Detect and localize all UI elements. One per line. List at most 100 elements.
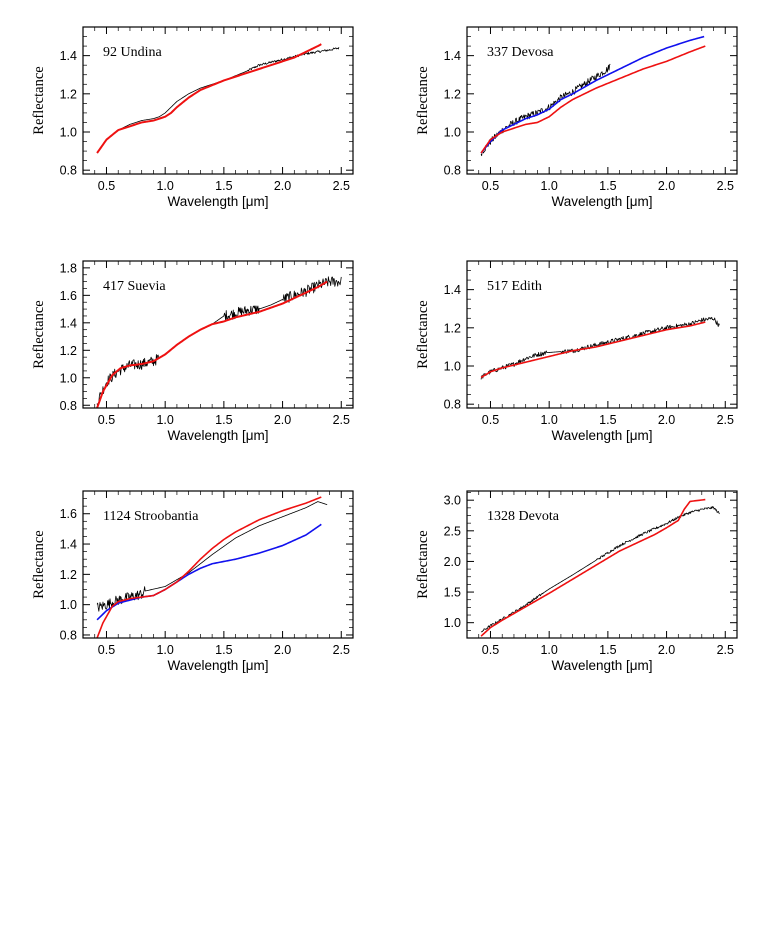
y-tick-label: 2.0 [444,555,461,569]
y-tick-label: 1.2 [444,321,461,335]
x-tick-label: 1.5 [599,179,616,193]
y-tick-label: 0.8 [444,398,461,412]
y-tick-label: 1.0 [444,126,461,140]
y-tick-label: 1.0 [60,371,77,385]
spectrum-line [481,506,720,633]
x-tick-label: 0.5 [482,643,499,657]
asteroid-name-label: 1124 Stroobantia [103,509,199,524]
plot-frame [82,260,354,409]
plot-frame [466,26,738,175]
spectrum-panel: 0.5 1.0 1.5 2.0 2.5 1.0 1.5 2.0 2.5 3.0 Wavelength… [415,490,738,673]
x-axis-label: Wavelength [μm] [167,658,268,673]
plot-frame [466,490,738,639]
x-tick-label: 1.0 [156,179,173,193]
spectrum-line [96,280,328,408]
y-axis-label: Reflectance [31,66,47,134]
y-tick-label: 1.6 [60,507,77,521]
y-tick-label: 2.5 [444,524,461,538]
y-tick-label: 3.0 [444,494,461,508]
y-tick-label: 0.8 [60,399,77,413]
x-axis-label: Wavelength [μm] [551,658,652,673]
asteroid-name-label: 517 Edith [487,279,542,294]
y-axis-label: Reflectance [31,530,47,598]
y-tick-label: 1.4 [60,538,77,552]
y-tick-label: 1.0 [60,598,77,612]
y-axis-label: Reflectance [415,300,431,368]
x-tick-label: 1.5 [599,643,616,657]
y-axis-label: Reflectance [415,530,431,598]
y-tick-label: 1.2 [60,568,77,582]
spectrum-line [96,523,322,621]
x-tick-label: 1.5 [599,413,616,427]
x-tick-label: 0.5 [98,643,115,657]
x-axis-label: Wavelength [μm] [167,194,268,209]
spectrum-line [96,43,322,154]
y-tick-label: 1.0 [60,126,77,140]
spectrum-line [480,498,706,637]
y-tick-label: 1.2 [60,87,77,101]
x-tick-label: 1.5 [215,643,232,657]
x-tick-label: 2.5 [333,179,350,193]
y-tick-label: 1.0 [444,360,461,374]
x-tick-label: 2.0 [658,179,675,193]
spectrum-panel: 0.5 1.0 1.5 2.0 2.5 0.8 1.0 1.2 1.4 1.6 Wavelength… [31,490,354,673]
x-tick-label: 2.5 [717,413,734,427]
spectrum-panel: 0.5 1.0 1.5 2.0 2.5 0.8 1.0 1.2 1.4 Wavelength [μ… [31,26,354,209]
spectrum-line [96,276,342,407]
x-tick-label: 2.5 [333,643,350,657]
y-tick-label: 1.6 [60,289,77,303]
x-tick-label: 2.5 [717,643,734,657]
plot-frame [82,490,354,639]
spectrum-line [480,63,611,157]
x-tick-label: 1.0 [156,413,173,427]
x-tick-label: 1.0 [540,179,557,193]
x-tick-label: 2.0 [658,413,675,427]
x-tick-label: 2.5 [333,413,350,427]
plot-frame [82,26,354,175]
x-tick-label: 1.5 [215,179,232,193]
x-tick-label: 1.0 [540,643,557,657]
y-tick-label: 1.4 [444,283,461,297]
spectrum-panel: 0.5 1.0 1.5 2.0 2.5 0.8 1.0 1.2 1.4 Wavelength [μ… [415,26,738,209]
x-axis-label: Wavelength [μm] [551,428,652,443]
spectrum-line [480,321,706,379]
asteroid-name-label: 1328 Devota [487,509,560,524]
x-tick-label: 1.0 [156,643,173,657]
x-tick-label: 2.0 [658,643,675,657]
x-axis-label: Wavelength [μm] [167,428,268,443]
y-tick-label: 1.5 [444,586,461,600]
spectrum-line [480,35,705,154]
y-tick-label: 1.4 [444,49,461,63]
y-tick-label: 0.8 [60,628,77,642]
x-tick-label: 0.5 [482,179,499,193]
spectrum-line [96,46,340,154]
asteroid-name-label: 92 Undina [103,45,163,60]
y-tick-label: 1.0 [444,616,461,630]
y-tick-label: 0.8 [60,164,77,178]
y-tick-label: 0.8 [444,164,461,178]
spectrum-line [480,316,720,380]
x-tick-label: 2.5 [717,179,734,193]
x-tick-label: 2.0 [274,179,291,193]
y-axis-label: Reflectance [415,66,431,134]
plot-frame [466,260,738,409]
x-tick-label: 0.5 [98,179,115,193]
y-tick-label: 1.2 [60,344,77,358]
y-tick-label: 1.4 [60,316,77,330]
y-tick-label: 1.4 [60,49,77,63]
y-tick-label: 1.2 [444,87,461,101]
y-tick-label: 1.8 [60,261,77,275]
x-tick-label: 1.0 [540,413,557,427]
x-tick-label: 2.0 [274,413,291,427]
y-axis-label: Reflectance [31,300,47,368]
x-tick-label: 1.5 [215,413,232,427]
x-tick-label: 2.0 [274,643,291,657]
spectrum-line [96,501,328,612]
spectrum-line [96,496,322,638]
spectrum-panel: 0.5 1.0 1.5 2.0 2.5 0.8 1.0 1.2 1.4 1.6 1.8 Wavelen… [31,260,354,443]
asteroid-name-label: 417 Suevia [103,279,166,294]
asteroid-name-label: 337 Devosa [487,45,554,60]
spectrum-line [480,45,706,154]
x-tick-label: 0.5 [98,413,115,427]
